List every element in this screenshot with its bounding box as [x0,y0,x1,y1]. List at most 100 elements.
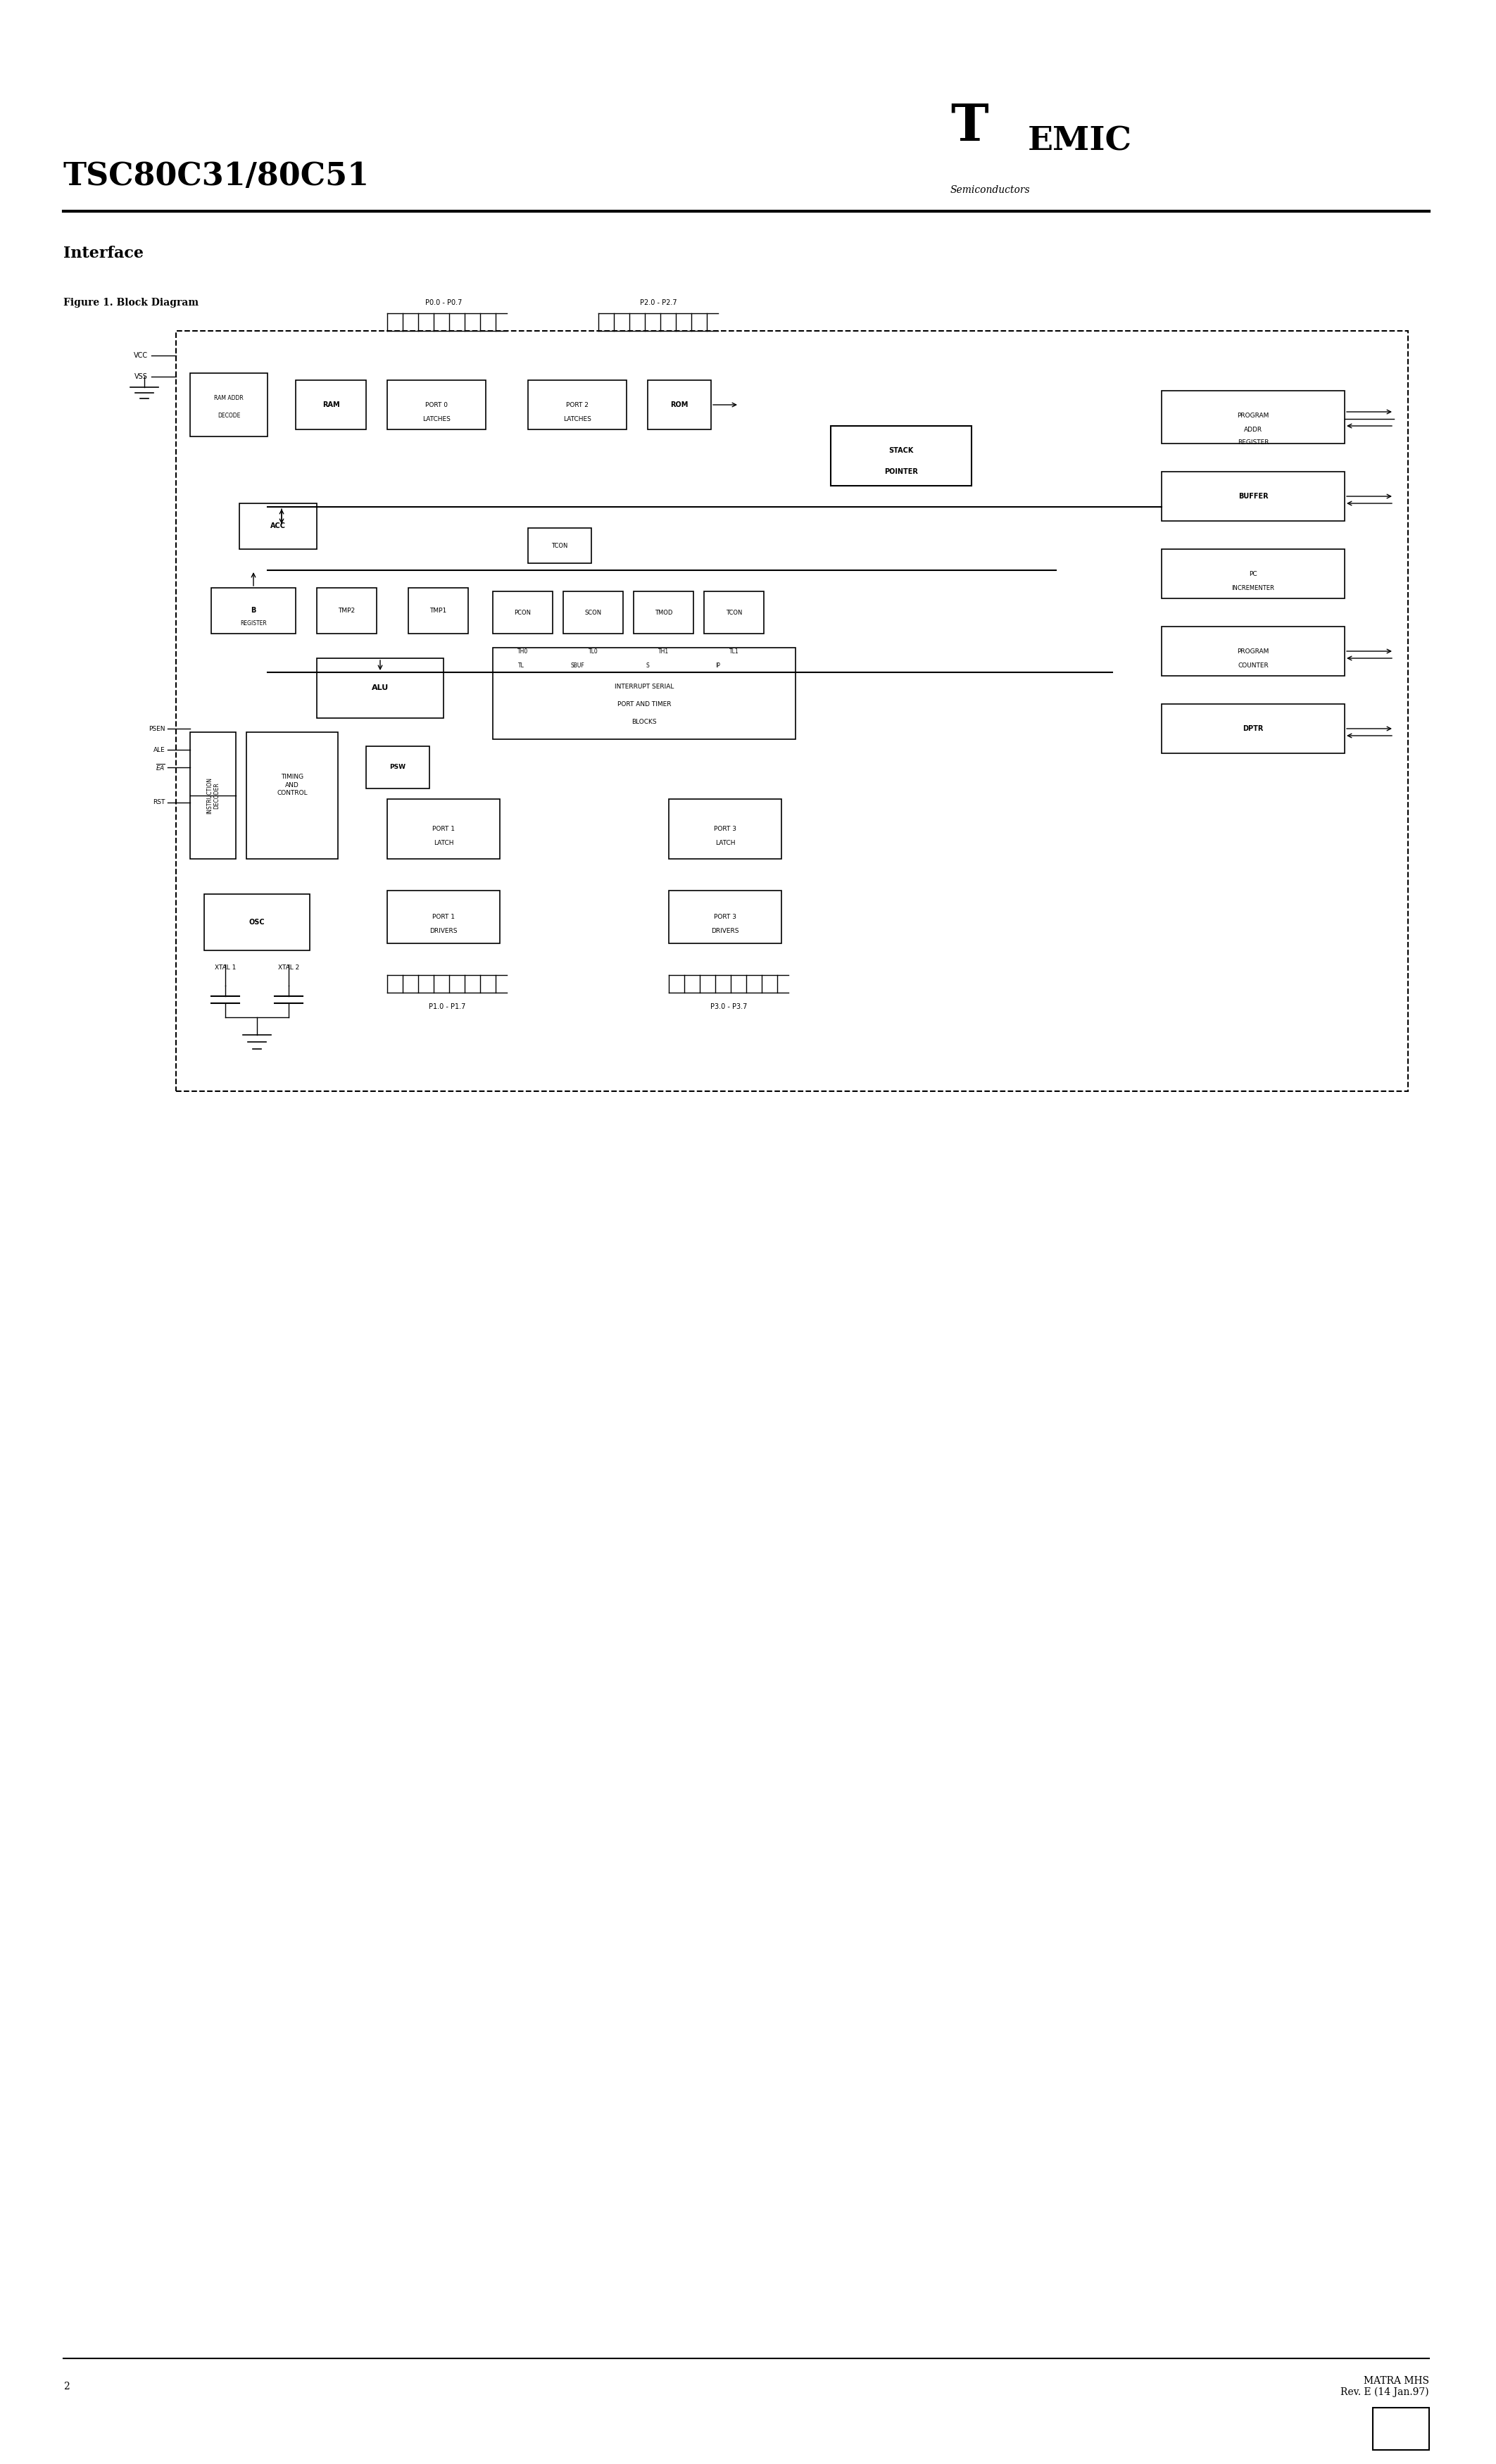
Text: P0.0 - P0.7: P0.0 - P0.7 [425,298,462,306]
Text: POINTER: POINTER [884,468,919,476]
FancyBboxPatch shape [830,426,971,485]
FancyBboxPatch shape [317,589,377,633]
Text: LATCH: LATCH [715,840,735,845]
FancyBboxPatch shape [528,379,627,429]
FancyBboxPatch shape [239,503,317,549]
Text: PORT AND TIMER: PORT AND TIMER [618,700,672,707]
Text: PORT 3: PORT 3 [714,825,736,833]
Text: TSC80C31/80C51: TSC80C31/80C51 [63,160,370,192]
Text: TL0: TL0 [588,648,598,655]
Text: PORT 2: PORT 2 [565,402,588,409]
Text: SCON: SCON [585,609,601,616]
Text: SBUF: SBUF [570,663,585,668]
Text: TMP2: TMP2 [338,606,355,614]
Text: INTERRUPT SERIAL: INTERRUPT SERIAL [615,683,673,690]
Text: LATCH: LATCH [434,840,453,845]
Text: PCON: PCON [515,609,531,616]
FancyBboxPatch shape [1161,471,1345,520]
Text: TIMING
AND
CONTROL: TIMING AND CONTROL [277,774,308,796]
FancyBboxPatch shape [1161,626,1345,675]
Text: STACK: STACK [889,446,914,453]
FancyBboxPatch shape [492,591,552,633]
Text: MATRA MHS
Rev. E (14 Jan.97): MATRA MHS Rev. E (14 Jan.97) [1340,2375,1429,2397]
Text: PORT 0: PORT 0 [425,402,447,409]
FancyBboxPatch shape [634,591,694,633]
FancyBboxPatch shape [190,372,268,436]
Text: RAM ADDR: RAM ADDR [214,394,244,402]
Text: TL: TL [518,663,524,668]
Text: REGISTER: REGISTER [241,621,266,626]
Text: ACC: ACC [271,522,286,530]
FancyBboxPatch shape [317,658,443,717]
Text: VSS: VSS [135,372,148,379]
Text: ROM: ROM [670,402,688,409]
FancyBboxPatch shape [1161,549,1345,599]
Text: PC: PC [1249,572,1257,577]
FancyBboxPatch shape [367,747,429,788]
FancyBboxPatch shape [669,890,781,944]
FancyBboxPatch shape [211,589,296,633]
Text: P3.0 - P3.7: P3.0 - P3.7 [711,1003,747,1010]
Text: PORT 1: PORT 1 [432,825,455,833]
Text: RAM: RAM [322,402,340,409]
Text: Semiconductors: Semiconductors [950,185,1031,195]
Text: TMOD: TMOD [655,609,673,616]
Text: PROGRAM: PROGRAM [1237,411,1269,419]
Text: ALU: ALU [371,685,389,692]
Text: P2.0 - P2.7: P2.0 - P2.7 [640,298,676,306]
FancyBboxPatch shape [408,589,468,633]
Text: INCREMENTER: INCREMENTER [1231,584,1275,591]
Text: LATCHES: LATCHES [562,416,591,421]
FancyBboxPatch shape [705,591,764,633]
FancyBboxPatch shape [296,379,367,429]
FancyBboxPatch shape [387,890,500,944]
Text: PORT 1: PORT 1 [432,914,455,919]
FancyBboxPatch shape [190,732,236,860]
Text: TCON: TCON [726,609,742,616]
Text: TMP1: TMP1 [429,606,447,614]
Text: 2: 2 [63,2383,69,2393]
Text: T: T [950,101,989,153]
Text: PSW: PSW [389,764,405,771]
Text: Interface: Interface [63,246,144,261]
Text: PSEN: PSEN [150,724,166,732]
Text: LATCHES: LATCHES [422,416,450,421]
Text: S: S [646,663,649,668]
Text: TH1: TH1 [658,648,669,655]
FancyBboxPatch shape [1161,392,1345,444]
FancyBboxPatch shape [177,330,1408,1092]
FancyBboxPatch shape [669,798,781,860]
Text: TH0: TH0 [518,648,528,655]
Text: TL1: TL1 [729,648,739,655]
Text: BLOCKS: BLOCKS [631,719,657,724]
Text: PORT 3: PORT 3 [714,914,736,919]
FancyBboxPatch shape [648,379,711,429]
Text: TCON: TCON [552,542,568,549]
Text: DRIVERS: DRIVERS [711,929,739,934]
Text: INSTRUCTION
DECODER: INSTRUCTION DECODER [206,776,220,813]
Text: EMIC: EMIC [1028,126,1132,158]
FancyBboxPatch shape [562,591,622,633]
FancyBboxPatch shape [387,379,486,429]
Text: PROGRAM: PROGRAM [1237,648,1269,655]
Text: ADDR: ADDR [1245,426,1263,434]
Text: Figure 1. Block Diagram: Figure 1. Block Diagram [63,298,199,308]
FancyBboxPatch shape [203,894,310,951]
Text: RST: RST [153,798,166,806]
Text: OSC: OSC [248,919,265,926]
FancyBboxPatch shape [1373,2407,1429,2449]
Text: REGISTER: REGISTER [1237,439,1269,446]
Text: IP: IP [715,663,721,668]
FancyBboxPatch shape [247,732,338,860]
Text: XTAL 1: XTAL 1 [214,963,236,971]
Text: COUNTER: COUNTER [1237,663,1269,668]
Text: XTAL 2: XTAL 2 [278,963,299,971]
Text: DPTR: DPTR [1243,724,1264,732]
FancyBboxPatch shape [1161,705,1345,754]
Text: DECODE: DECODE [217,411,241,419]
Text: P1.0 - P1.7: P1.0 - P1.7 [429,1003,465,1010]
Text: B: B [251,606,256,614]
FancyBboxPatch shape [387,798,500,860]
FancyBboxPatch shape [528,527,591,564]
Text: ALE: ALE [154,747,166,754]
